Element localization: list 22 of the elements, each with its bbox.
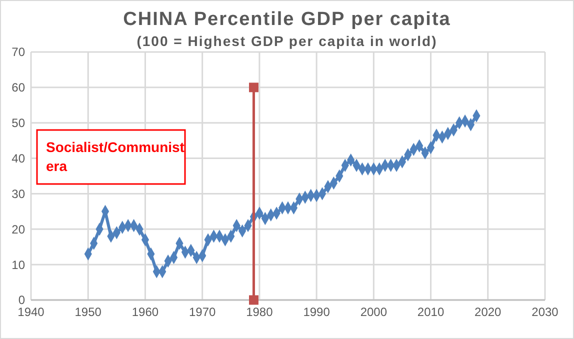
y-tick-label: 70 — [12, 45, 26, 60]
y-tick-label: 50 — [12, 116, 26, 130]
y-tick-label: 10 — [12, 258, 26, 272]
x-tick-label: 2020 — [474, 305, 502, 319]
x-tick-label: 1960 — [132, 305, 159, 319]
x-tick-label: 1940 — [18, 305, 45, 319]
chart-title: CHINA Percentile GDP per capita — [123, 9, 451, 30]
y-tick-label: 60 — [12, 80, 26, 95]
y-tick-label: 20 — [12, 222, 26, 236]
y-tick-label: 30 — [12, 186, 26, 201]
x-tick-label: 1990 — [303, 305, 330, 319]
x-tick-label: 1980 — [246, 305, 274, 319]
annotation: Socialist/Communist era — [46, 139, 185, 174]
x-tick-label: 2010 — [417, 305, 444, 319]
chart-subtitle: (100 = Highest GDP per capita in world) — [136, 33, 438, 49]
y-tick-label: 0 — [18, 293, 26, 308]
note-box: Socialist/Communist era — [36, 129, 186, 185]
x-tick-label: 2000 — [360, 305, 388, 319]
x-tick-label: 1950 — [74, 305, 102, 319]
x-tick-label: 1970 — [188, 305, 216, 319]
y-tick-label: 40 — [12, 151, 26, 166]
x-tick-label: 2030 — [532, 305, 559, 319]
